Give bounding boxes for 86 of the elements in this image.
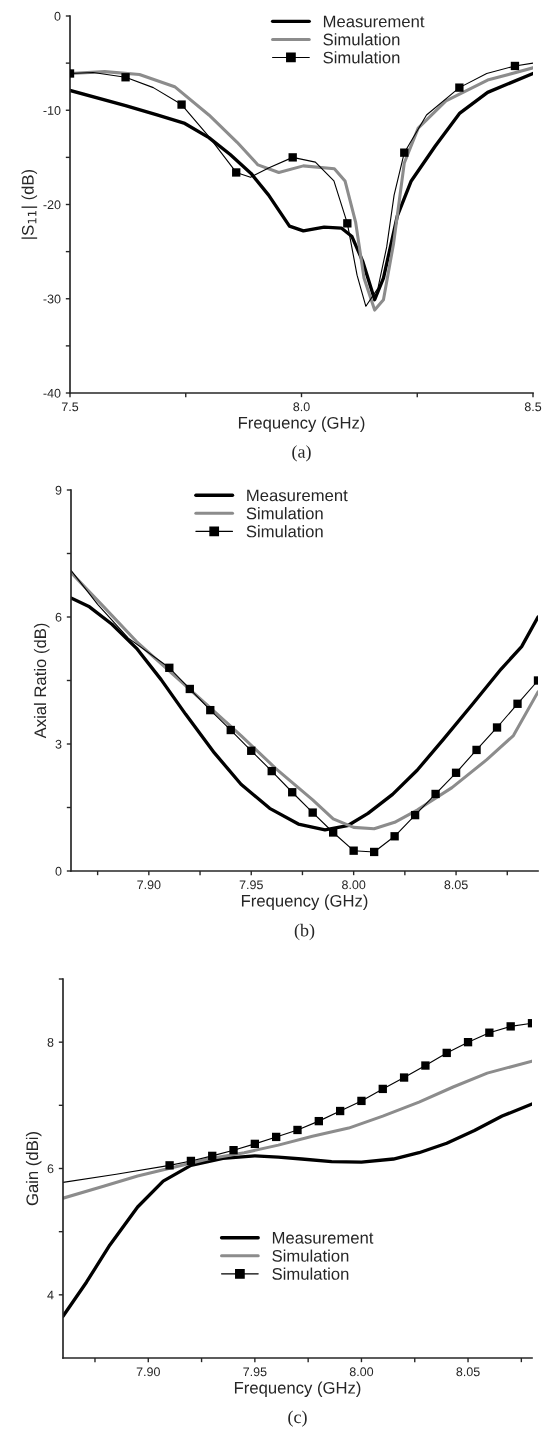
point: [206, 705, 215, 715]
x-tick-label: 8.00: [349, 1367, 374, 1377]
point: [451, 768, 461, 777]
point: [410, 810, 420, 820]
point: [369, 847, 379, 857]
point: [335, 1106, 345, 1116]
x-axis-title: Frequency (GHz): [234, 1381, 361, 1397]
point: [506, 1022, 515, 1031]
point: [121, 73, 130, 82]
point: [492, 723, 502, 732]
x-tick-label: 7.5: [61, 402, 79, 412]
x-tick-label: 8.05: [444, 880, 468, 890]
y-axis-title: |S$_{11}$| (dB): [21, 169, 38, 239]
legend-label: Measurement: [247, 489, 348, 502]
text: (b): [294, 923, 315, 941]
point: [390, 832, 399, 841]
point: [455, 83, 464, 92]
y-tick-label: 8: [47, 1037, 54, 1047]
y-tick-label: 9: [55, 485, 62, 495]
legend-label: Measurement: [323, 15, 425, 28]
point: [431, 789, 440, 799]
point: [399, 1073, 409, 1082]
point: [186, 1156, 196, 1166]
x-tick-label: 8.05: [456, 1367, 480, 1377]
point: [513, 699, 522, 708]
point: [177, 100, 186, 109]
point: [329, 828, 338, 837]
point: [185, 684, 194, 694]
x-tick-label: 8.00: [342, 880, 366, 890]
y-tick-label: 6: [55, 612, 62, 622]
y-tick-label: -20: [43, 200, 61, 210]
point: [357, 1096, 366, 1106]
legend-label: Simulation: [323, 51, 400, 64]
x-tick-label: 8.5: [524, 402, 542, 412]
y-tick-label: 0: [55, 866, 62, 876]
point: [288, 153, 297, 162]
point: [293, 1125, 302, 1135]
point: [400, 148, 409, 157]
x-axis-title: Frequency (GHz): [238, 416, 365, 432]
y-tick-label: 6: [47, 1164, 54, 1174]
point: [165, 1161, 174, 1170]
point: [165, 663, 174, 672]
y-tick-label: -40: [43, 388, 61, 398]
point: [378, 1084, 387, 1094]
y-tick-label: 0: [54, 11, 61, 21]
point: [247, 746, 256, 755]
x-tick-label: 8.0: [293, 402, 310, 412]
point: [226, 725, 235, 735]
point: [250, 1139, 260, 1149]
y-axis-title: Axial Ratio (dB): [33, 623, 50, 739]
point: [308, 808, 317, 817]
legend-label: Simulation: [246, 525, 323, 538]
point: [442, 1048, 451, 1058]
point: [510, 61, 520, 71]
y-tick-label: -10: [43, 106, 61, 115]
y-tick-label: -30: [43, 294, 61, 304]
x-tick-label: 7.95: [239, 880, 263, 890]
x-tick-label: 7.90: [137, 880, 161, 890]
y-tick-label: 3: [55, 739, 62, 749]
point: [208, 1151, 217, 1161]
legend-label: Measurement: [272, 1232, 374, 1244]
legend-label: Simulation: [272, 1249, 349, 1262]
y-tick-label: 4: [47, 1290, 54, 1300]
line-series: [63, 1059, 532, 1200]
point: [463, 1038, 473, 1047]
x-axis-title: Frequency (GHz): [241, 894, 368, 910]
text: (c): [288, 1410, 307, 1427]
point: [272, 1132, 281, 1142]
x-tick-label: 7.95: [243, 1367, 267, 1377]
point: [343, 219, 352, 228]
point: [485, 1028, 494, 1037]
legend-label: Simulation: [246, 507, 323, 520]
legend-label: Simulation: [323, 33, 400, 46]
point: [267, 766, 276, 776]
text: (a): [292, 445, 311, 462]
point: [232, 168, 241, 177]
point: [421, 1061, 430, 1070]
point: [314, 1116, 323, 1126]
point: [472, 745, 481, 755]
line-series: [63, 1102, 532, 1318]
point: [229, 1146, 238, 1155]
x-tick-label: 7.90: [136, 1367, 160, 1377]
y-axis-title: Gain (dBi): [25, 1132, 42, 1206]
point: [349, 846, 358, 855]
legend-label: Simulation: [272, 1267, 349, 1280]
point: [288, 788, 297, 797]
